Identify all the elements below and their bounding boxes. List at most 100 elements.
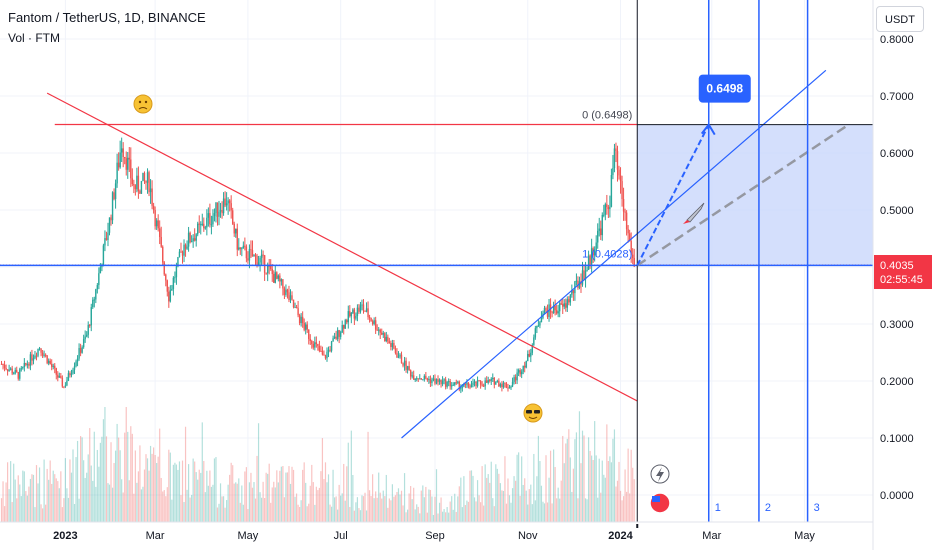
volume-bar <box>111 487 114 522</box>
candle-body <box>175 266 178 278</box>
candle-body <box>29 354 32 366</box>
volume-bar <box>159 428 161 522</box>
candle-body <box>370 317 372 322</box>
candle-body <box>568 299 570 303</box>
volume-bar <box>218 503 220 522</box>
volume-bar <box>235 482 237 522</box>
candle-body <box>498 380 500 387</box>
candle-body <box>615 148 617 151</box>
candle-body <box>37 348 39 356</box>
volume-bar <box>521 456 523 522</box>
currency-button[interactable]: USDT <box>876 6 924 32</box>
volume-bar <box>568 429 570 522</box>
candle-body <box>25 362 27 365</box>
candle-body <box>224 198 226 206</box>
volume-bar <box>222 496 225 522</box>
candle-body <box>289 295 292 300</box>
candle-body <box>496 380 499 382</box>
volume-bar <box>572 468 574 522</box>
volume-bar <box>323 479 325 522</box>
candle-body <box>473 381 476 384</box>
candle-body <box>356 307 359 316</box>
candle-body <box>520 371 523 375</box>
time-axis[interactable]: 2023 Mar May Jul Sep Nov 2024 Mar May <box>0 521 873 542</box>
candle-body <box>206 217 208 228</box>
volume-bar <box>224 507 226 522</box>
volume-bar <box>586 499 588 522</box>
volume-bar <box>187 464 190 522</box>
candle-body <box>470 385 473 388</box>
volume-bar <box>549 450 552 522</box>
volume-bar <box>435 469 438 522</box>
candle-body <box>227 200 229 204</box>
volume-bar <box>116 423 118 522</box>
volume-bar <box>229 474 231 522</box>
candle-body <box>376 329 378 331</box>
candle-body <box>242 245 245 249</box>
candle-body <box>43 354 45 356</box>
candle-body <box>54 365 56 369</box>
volume-bar <box>587 437 590 522</box>
volume-bar <box>563 463 565 522</box>
volume-bar <box>615 486 617 522</box>
candle-body <box>525 361 527 368</box>
candle-body <box>102 245 105 267</box>
volume-bar <box>162 491 164 522</box>
candle-body <box>495 381 497 385</box>
volume-bar <box>20 496 22 522</box>
candle-body <box>362 304 365 311</box>
candle-body <box>192 238 194 242</box>
volume-bar <box>7 462 9 522</box>
volume-bar <box>469 470 471 522</box>
last-price-value: 0.4035 <box>880 260 914 272</box>
candle-body <box>259 257 261 263</box>
volume-bar <box>285 472 287 522</box>
volume-bar <box>463 476 465 522</box>
volume-bar <box>113 463 115 522</box>
time-tick-label: Jul <box>334 530 348 542</box>
candle-body <box>598 228 600 231</box>
candle-body <box>338 330 340 337</box>
volume-bar <box>484 464 486 522</box>
candle-body <box>419 378 421 380</box>
volume-bar <box>172 464 174 522</box>
volume-bar <box>34 507 36 522</box>
volume-bar <box>76 440 79 522</box>
symbol-title[interactable]: Fantom / TetherUS, 1D, BINANCE <box>8 10 206 25</box>
price-axis[interactable]: 0.80000.70000.60000.50000.40000.30000.20… <box>872 0 914 550</box>
volume-bar <box>446 507 448 522</box>
volume-bar <box>476 480 479 522</box>
candle-body <box>119 152 121 168</box>
candle-body <box>519 370 521 375</box>
volume-bar <box>10 461 12 522</box>
candle-body <box>412 375 415 380</box>
time-tick-label: Sep <box>425 530 445 542</box>
volume-bar <box>373 498 375 522</box>
volume-bar <box>321 438 324 522</box>
volume-bar <box>361 495 363 522</box>
candle-body <box>505 383 508 388</box>
candle-body <box>592 248 594 256</box>
candle-body <box>190 241 193 243</box>
volume-bar <box>553 449 555 522</box>
volume-bar <box>201 422 203 522</box>
volume-bar <box>288 466 290 522</box>
candle-body <box>454 382 456 385</box>
candle-body <box>434 378 436 384</box>
volume-bar <box>3 506 6 522</box>
volume-bar <box>98 466 100 522</box>
candle-body <box>32 358 35 361</box>
volume-bar <box>295 493 298 522</box>
candle-body <box>247 258 249 261</box>
volume-bar <box>37 483 39 522</box>
volume-bar <box>571 491 573 522</box>
candle-body <box>546 310 549 317</box>
volume-bar <box>556 498 558 522</box>
volume-bar <box>612 438 614 522</box>
candle-body <box>75 361 77 367</box>
resistance-trendline <box>46 92 638 402</box>
candle-body <box>371 321 374 324</box>
candle-body <box>479 381 482 385</box>
candle-body <box>151 188 153 206</box>
